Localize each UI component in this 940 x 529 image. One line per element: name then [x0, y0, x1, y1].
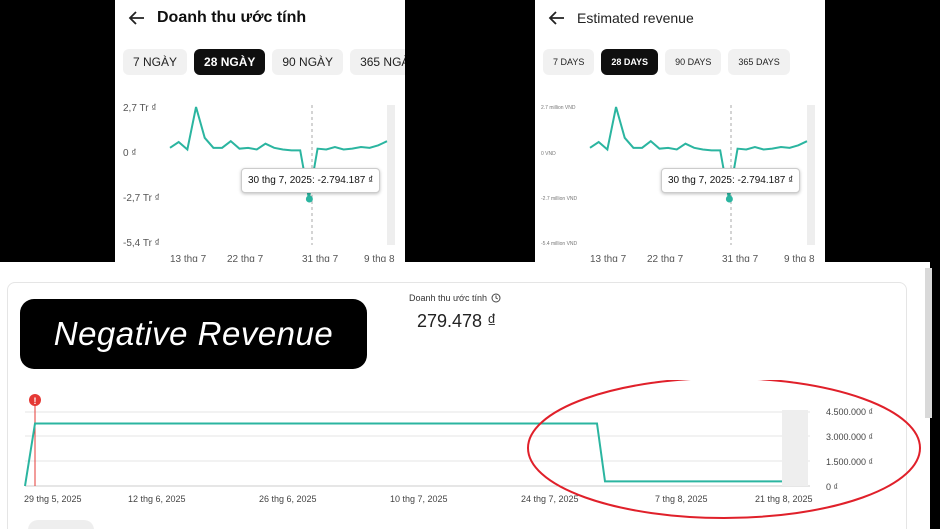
red-annotation-ellipse: [527, 380, 921, 519]
today-band: [387, 105, 395, 245]
x-tick: 22 thg 7: [647, 254, 684, 265]
chip-7-days[interactable]: 7 DAYS: [543, 49, 595, 75]
bottom-button[interactable]: [28, 520, 94, 529]
y-tick: 2,7 Tr ₫: [123, 103, 156, 114]
y-tick: 0 VND: [541, 151, 556, 157]
chip-90-days[interactable]: 90 DAYS: [665, 49, 722, 75]
today-band: [807, 105, 815, 245]
x-tick: 9 thg 8: [784, 254, 815, 265]
y-tick: 3.000.000 ₫: [826, 432, 873, 442]
x-tick: 31 thg 7: [722, 254, 759, 265]
x-tick: 29 thg 5, 2025: [24, 494, 82, 504]
right-title: Estimated revenue: [577, 10, 694, 26]
x-tick: 24 thg 7, 2025: [521, 494, 579, 504]
hover-tooltip: 30 thg 7, 2025: -2.794.187 ₫: [661, 168, 801, 193]
y-tick: 4.500.000 ₫: [826, 407, 873, 417]
right-header: Estimated revenue: [547, 6, 825, 30]
chip-28-days[interactable]: 28 NGÀY: [194, 49, 266, 75]
metric-label-row: Doanh thu ước tính: [409, 293, 501, 303]
y-tick: 0 ₫: [123, 148, 136, 159]
metric-label: Doanh thu ước tính: [409, 293, 487, 303]
scrollbar[interactable]: [925, 268, 932, 418]
y-tick: -2.7 million VND: [541, 196, 578, 202]
x-tick: 21 thg 8, 2025: [755, 494, 813, 504]
alert-icon: [29, 394, 41, 406]
y-tick: -2,7 Tr ₫: [123, 193, 160, 204]
chip-365-days[interactable]: 365 DAYS: [728, 49, 790, 75]
alert-icon-glyph: !: [34, 396, 37, 406]
x-tick: 7 thg 8, 2025: [655, 494, 708, 504]
banner-text: Negative Revenue: [53, 315, 334, 352]
clock-icon: [491, 293, 501, 303]
right-screenshot-panel: Estimated revenue 7 DAYS 28 DAYS 90 DAYS…: [535, 0, 825, 283]
chip-28-days[interactable]: 28 DAYS: [601, 49, 659, 75]
hover-point: [725, 195, 733, 203]
revenue-line: [589, 106, 808, 199]
chip-90-days[interactable]: 90 NGÀY: [272, 49, 344, 75]
x-tick: 10 thg 7, 2025: [390, 494, 448, 504]
x-tick: 31 thg 7: [302, 254, 339, 265]
left-range-chips: 7 NGÀY 28 NGÀY 90 NGÀY 365 NGÀY: [123, 49, 405, 75]
hover-tooltip: 30 thg 7, 2025: -2.794.187 ₫: [241, 168, 381, 193]
back-arrow-icon[interactable]: [127, 8, 147, 28]
right-range-chips: 7 DAYS 28 DAYS 90 DAYS 365 DAYS: [543, 49, 790, 75]
left-screenshot-panel: Doanh thu ước tính 7 NGÀY 28 NGÀY 90 NGÀ…: [115, 0, 405, 283]
right-edge-strip: [930, 262, 940, 529]
y-tick: -5,4 Tr ₫: [123, 238, 160, 249]
metric-value: 279.478 ₫: [417, 311, 497, 331]
cumulative-revenue-line: [24, 422, 782, 487]
x-tick: 13 thg 7: [590, 254, 627, 265]
estimated-revenue-metric[interactable]: Doanh thu ước tính 279.478 ₫: [409, 293, 501, 332]
hover-point: [305, 195, 313, 203]
x-tick: 12 thg 6, 2025: [128, 494, 186, 504]
today-band: [782, 410, 808, 486]
revenue-line: [169, 106, 388, 199]
cumulative-revenue-chart[interactable]: ! 4.500.000 ₫ 3.000.000 ₫ 1.500.000 ₫ 0 …: [0, 380, 930, 520]
y-tick: -5.4 million VND: [541, 241, 578, 247]
analytics-card: [7, 282, 907, 529]
back-arrow-icon[interactable]: [547, 8, 567, 28]
left-revenue-graph[interactable]: 2,7 Tr ₫ 0 ₫ -2,7 Tr ₫ -5,4 Tr ₫ 13 thg …: [115, 95, 405, 270]
left-title: Doanh thu ước tính: [157, 9, 307, 26]
negative-revenue-banner: Negative Revenue: [20, 299, 367, 369]
x-tick: 22 thg 7: [227, 254, 264, 265]
x-tick: 9 thg 8: [364, 254, 395, 265]
right-revenue-graph[interactable]: 2.7 million VND 0 VND -2.7 million VND -…: [535, 95, 825, 270]
x-tick: 26 thg 6, 2025: [259, 494, 317, 504]
y-tick: 1.500.000 ₫: [826, 457, 873, 467]
y-tick: 0 ₫: [826, 482, 838, 492]
left-header: Doanh thu ước tính: [127, 6, 405, 30]
chip-7-days[interactable]: 7 NGÀY: [123, 49, 188, 75]
x-tick: 13 thg 7: [170, 254, 207, 265]
chip-365-days[interactable]: 365 NGÀY: [350, 49, 405, 75]
y-tick: 2.7 million VND: [541, 105, 576, 111]
